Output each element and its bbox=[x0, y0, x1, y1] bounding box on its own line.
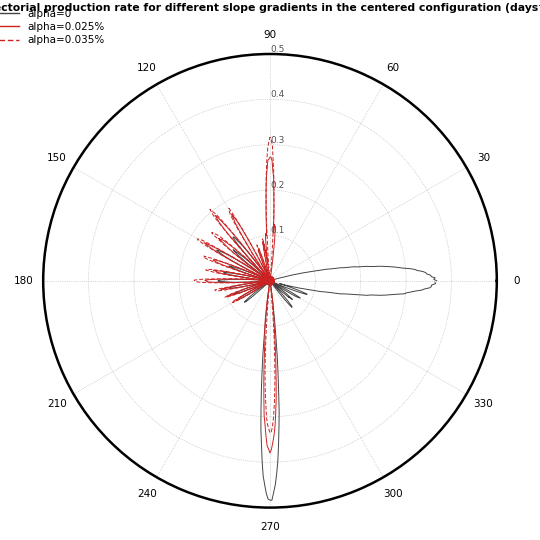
Legend: alpha=0, alpha=0.025%, alpha=0.035%: alpha=0, alpha=0.025%, alpha=0.035% bbox=[0, 5, 109, 49]
Text: Sectorial production rate for different slope gradients in the centered configur: Sectorial production rate for different … bbox=[0, 3, 540, 13]
